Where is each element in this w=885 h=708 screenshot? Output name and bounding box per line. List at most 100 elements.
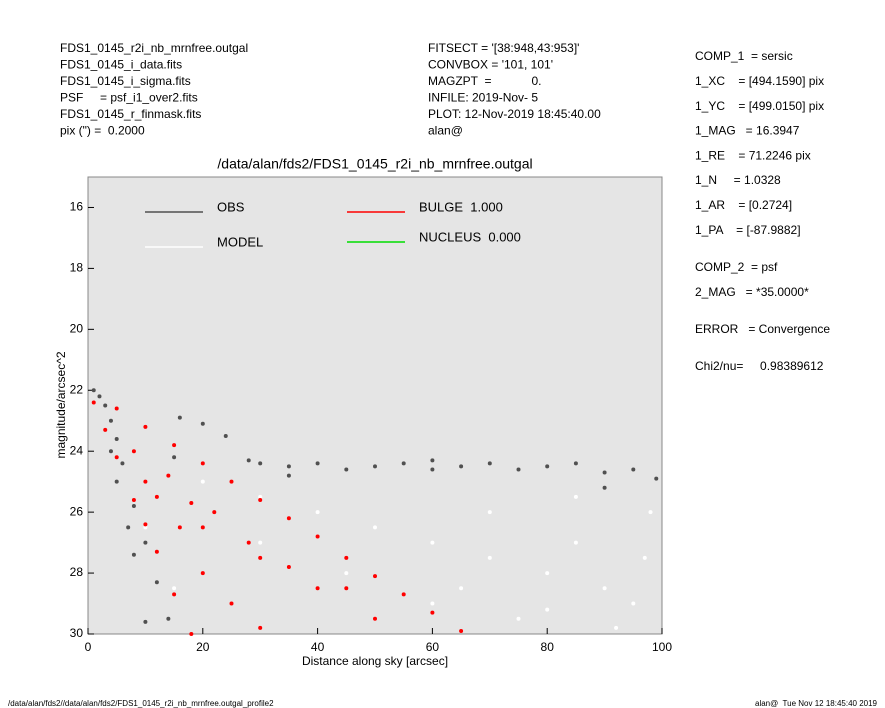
point: [172, 455, 177, 460]
point: [114, 479, 119, 484]
legend-label: OBS: [217, 199, 245, 214]
header-line: FDS1_0145_i_data.fits: [60, 58, 182, 72]
param-line: 1_XC = [494.1590] pix: [695, 74, 824, 88]
point: [246, 540, 251, 545]
header-line: CONVBOX = '101, 101': [428, 58, 553, 72]
point: [143, 479, 148, 484]
param-line: COMP_1 = sersic: [695, 49, 793, 63]
point: [131, 497, 136, 502]
point: [103, 403, 108, 408]
point: [189, 500, 194, 505]
point: [487, 555, 492, 560]
point: [126, 525, 131, 530]
point: [172, 443, 177, 448]
point: [143, 522, 148, 527]
y-tick-label: 30: [70, 626, 84, 640]
y-tick-label: 26: [70, 504, 84, 518]
point: [344, 555, 349, 560]
point: [177, 415, 182, 420]
point: [654, 476, 659, 481]
param-line: 1_PA = [-87.9882]: [695, 223, 801, 237]
point: [103, 427, 108, 432]
point: [258, 555, 263, 560]
point: [143, 424, 148, 429]
point: [373, 616, 377, 621]
header-line: pix (") = 0.2000: [60, 124, 145, 138]
x-tick-label: 20: [196, 640, 210, 654]
param-line: 1_AR = [0.2724]: [695, 198, 792, 212]
point: [91, 388, 96, 393]
x-axis-label: Distance along sky [arcsec]: [302, 654, 448, 668]
point: [516, 467, 521, 472]
point: [401, 592, 406, 597]
point: [573, 494, 578, 499]
legend-label: MODEL: [217, 234, 263, 249]
point: [223, 433, 228, 438]
point: [315, 510, 320, 515]
header-line: alan@: [428, 124, 463, 138]
point: [487, 461, 492, 466]
point: [200, 479, 205, 484]
point: [143, 540, 148, 545]
point: [459, 464, 464, 469]
point: [545, 571, 550, 576]
point: [200, 421, 205, 426]
x-tick-label: 0: [85, 640, 92, 654]
point: [229, 601, 234, 606]
point: [602, 586, 607, 591]
param-line: 1_RE = 71.2246 pix: [695, 148, 811, 162]
point: [200, 525, 205, 530]
param-chi: Chi2/nu= 0.98389612: [695, 359, 824, 373]
point: [373, 525, 377, 530]
point: [114, 437, 119, 442]
point: [602, 485, 607, 490]
point: [166, 473, 171, 478]
point: [108, 418, 113, 423]
point: [286, 564, 291, 569]
legend-label: BULGE 1.000: [419, 199, 503, 214]
point: [315, 534, 320, 539]
point: [344, 586, 349, 591]
point: [373, 464, 377, 469]
y-tick-label: 28: [70, 565, 84, 579]
point: [545, 607, 550, 612]
point: [246, 458, 251, 463]
point: [631, 601, 636, 606]
point: [172, 592, 177, 597]
x-tick-label: 80: [541, 640, 555, 654]
param-line: 1_YC = [499.0150] pix: [695, 99, 824, 113]
point: [131, 552, 136, 557]
point: [430, 458, 435, 463]
point: [172, 586, 177, 591]
point: [114, 406, 119, 411]
point: [315, 461, 320, 466]
point: [344, 571, 349, 576]
point: [459, 628, 464, 633]
point: [120, 461, 125, 466]
header-line: FITSECT = '[38:948,43:953]': [428, 41, 579, 55]
y-tick-label: 16: [70, 200, 84, 214]
y-tick-label: 20: [70, 322, 84, 336]
point: [286, 473, 291, 478]
point: [258, 494, 263, 499]
point: [131, 504, 136, 509]
point: [154, 580, 159, 585]
point: [286, 516, 291, 521]
point: [143, 525, 148, 530]
header-line: MAGZPT = 0.: [428, 74, 541, 88]
point: [258, 497, 263, 502]
point: [114, 455, 119, 460]
point: [212, 510, 217, 515]
point: [487, 510, 492, 515]
y-axis-label: magnitude/arcsec^2: [54, 351, 68, 458]
point: [154, 549, 159, 554]
header-line: PLOT: 12-Nov-2019 18:45:40.00: [428, 107, 601, 121]
footer-stamp: alan@ Tue Nov 12 18:45:40 2019: [755, 699, 878, 708]
point: [430, 610, 435, 615]
point: [648, 510, 653, 515]
point: [258, 625, 263, 630]
point: [430, 467, 435, 472]
point: [573, 461, 578, 466]
point: [516, 616, 521, 621]
